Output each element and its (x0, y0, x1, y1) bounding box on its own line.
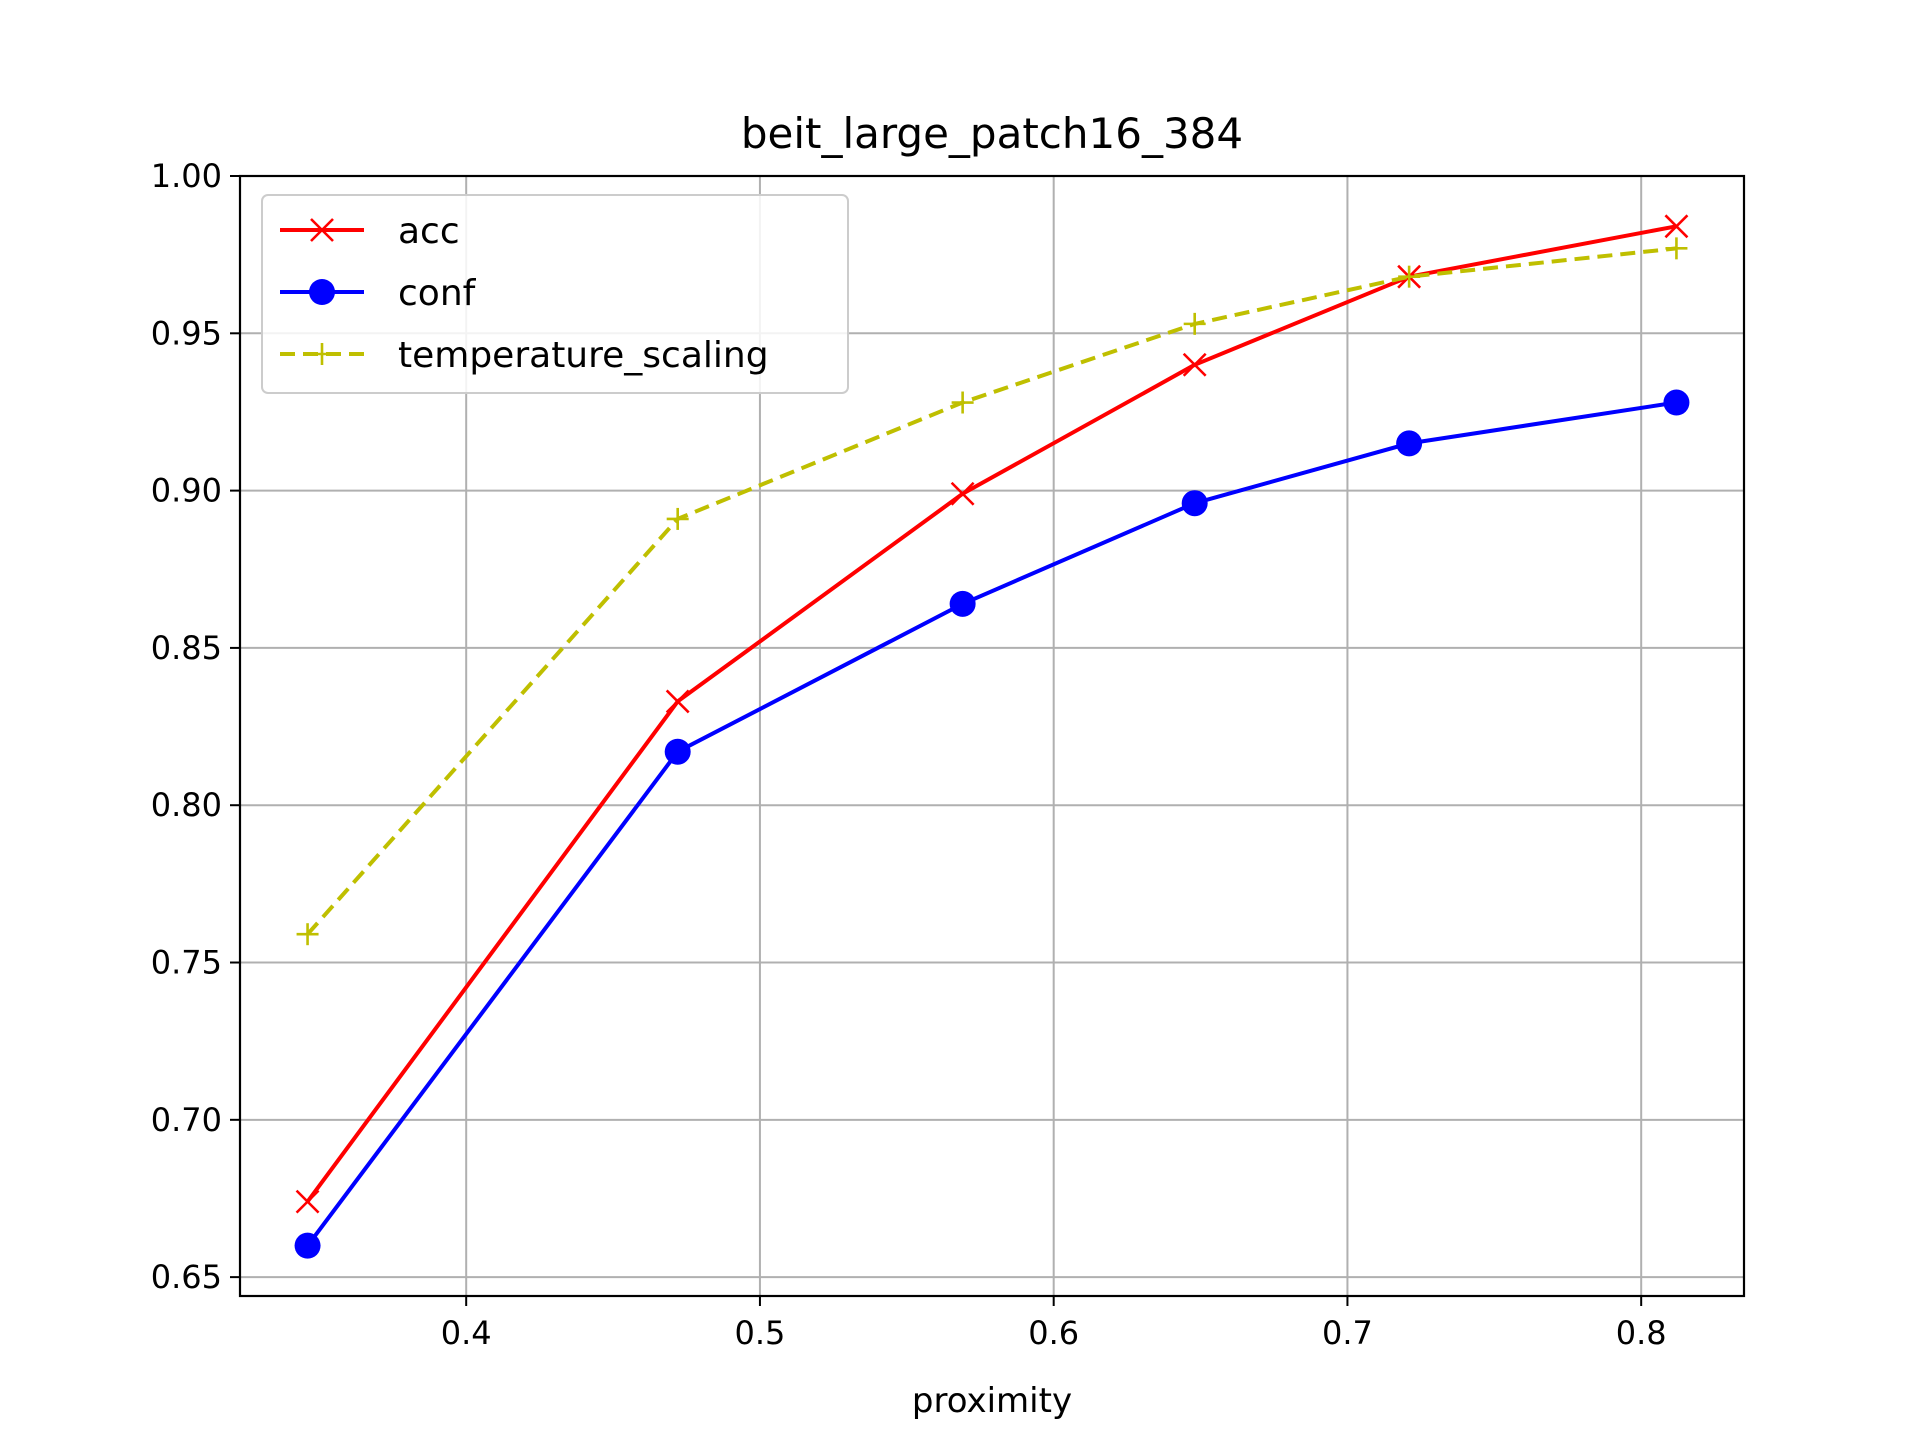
data-point-temperature_scaling (951, 391, 974, 414)
data-point-conf (1181, 490, 1208, 517)
y-tick-label: 0.90 (151, 472, 222, 510)
data-point-temperature_scaling (296, 923, 319, 946)
x-tick-label: 0.7 (1322, 1314, 1373, 1352)
series-conf (294, 389, 1690, 1259)
x-marker-stroke (950, 481, 975, 506)
legend-marker (310, 218, 334, 242)
data-point-acc (1182, 352, 1207, 377)
data-point-temperature_scaling (666, 507, 689, 530)
x-marker-stroke (310, 218, 334, 242)
data-point-acc (1664, 214, 1689, 239)
x-marker-stroke (1182, 352, 1207, 377)
data-point-acc (295, 1189, 320, 1214)
legend-marker (311, 343, 333, 365)
legend-entry-temperature_scaling: temperature_scaling (280, 335, 769, 376)
series-line-temperature_scaling (306, 246, 1677, 936)
y-tick-label: 0.85 (151, 629, 222, 667)
data-point-conf (294, 1232, 321, 1259)
series-temperature_scaling (296, 237, 1688, 946)
legend-frame (261, 194, 849, 394)
x-tick-label: 0.4 (441, 1314, 492, 1352)
y-tick-label: 0.95 (151, 314, 222, 352)
series-line-acc (305, 224, 1677, 1203)
legend-label: acc (398, 211, 460, 252)
data-point-conf (949, 590, 976, 617)
grid (240, 175, 1744, 1296)
legend: acc conf temperature_scaling (261, 194, 849, 394)
y-tick-label: 0.80 (151, 786, 222, 824)
x-marker-stroke (1664, 214, 1689, 239)
y-tick-label: 0.65 (151, 1258, 222, 1296)
legend-entry-conf: conf (280, 273, 477, 314)
y-tick-label: 0.70 (151, 1101, 222, 1139)
data-point-temperature_scaling (1183, 312, 1206, 335)
x-axis-title: proximity (912, 1381, 1072, 1421)
data-point-acc (665, 689, 690, 714)
data-point-temperature_scaling (1665, 237, 1688, 260)
data-point-acc (950, 481, 975, 506)
x-marker-stroke (665, 689, 690, 714)
data-point-conf (1663, 389, 1690, 416)
x-axis: 0.4 0.5 0.6 0.7 0.8 (441, 1296, 1667, 1352)
x-tick-label: 0.6 (1028, 1314, 1079, 1352)
data-point-conf (1396, 430, 1423, 457)
x-tick-label: 0.5 (734, 1314, 785, 1352)
legend-entry-acc: acc (280, 211, 460, 252)
legend-label: conf (398, 273, 477, 314)
legend-label: temperature_scaling (398, 335, 769, 376)
data-point-temperature_scaling (1398, 265, 1421, 288)
series-line-conf (305, 400, 1677, 1247)
y-axis: 0.65 0.70 0.75 0.80 0.85 0.90 0.95 1.00 (151, 157, 240, 1296)
y-tick-label: 0.75 (151, 944, 222, 982)
x-marker-stroke (295, 1189, 320, 1214)
series-acc (295, 214, 1689, 1214)
y-tick-label: 1.00 (151, 157, 222, 195)
plot-series (294, 214, 1690, 1259)
legend-marker (309, 279, 335, 305)
data-point-conf (664, 738, 691, 765)
plot-frame (238, 174, 1746, 1298)
x-tick-label: 0.8 (1616, 1314, 1667, 1352)
chart-title: beit_large_patch16_384 (741, 109, 1243, 158)
